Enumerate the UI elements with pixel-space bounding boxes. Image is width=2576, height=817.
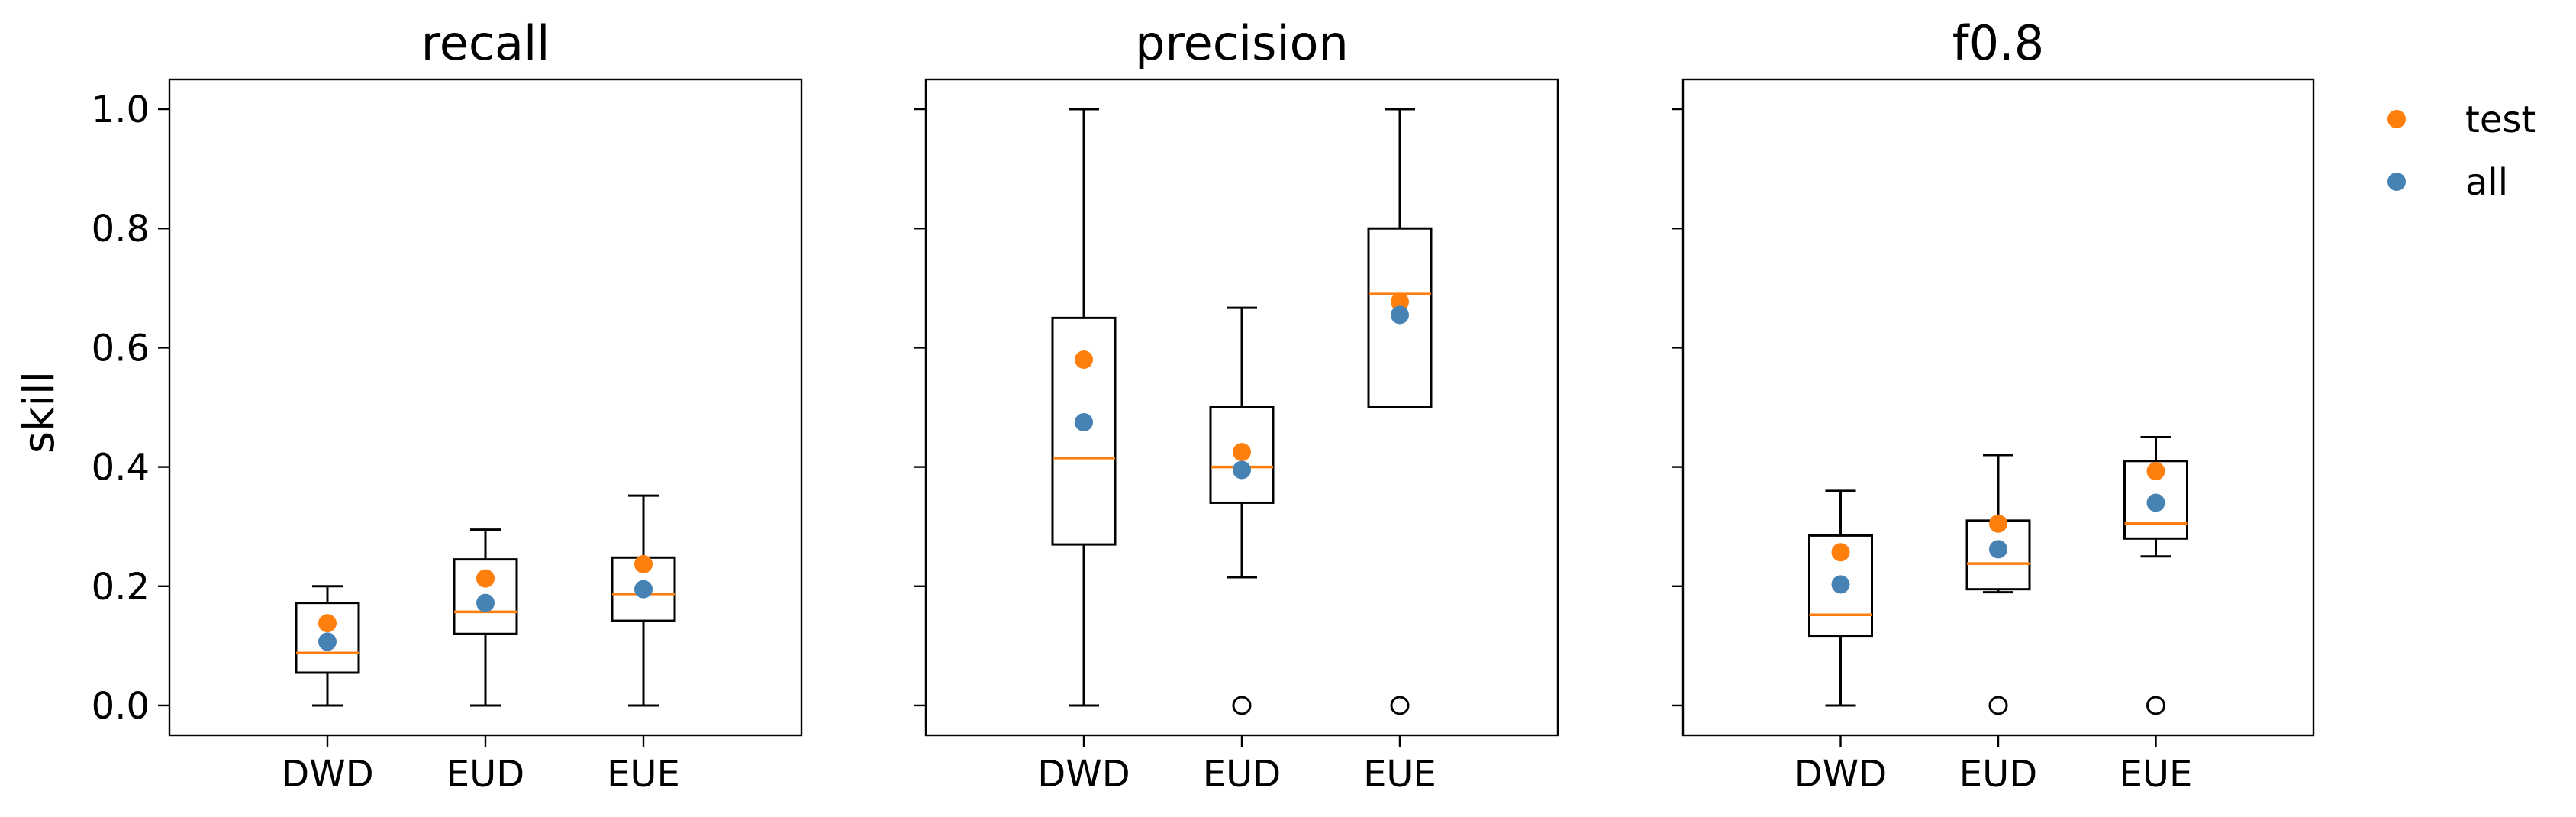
x-tick-label: DWD [1037, 753, 1130, 796]
panel-f0-8-title: f0.8 [1952, 15, 2044, 71]
panel-recall-test-point [476, 569, 495, 588]
x-tick-label: EUD [447, 753, 524, 796]
panel-recall-dwd-box [295, 602, 360, 674]
legend-all-marker [2387, 173, 2406, 191]
panel-f0-8-all-point [1831, 575, 1850, 594]
panel-f0-8-test-point [1989, 514, 2007, 533]
x-tick-label: EUE [2120, 753, 2193, 796]
panel-recall-all-point [476, 593, 495, 612]
panel-recall-eud-box [453, 558, 518, 635]
panel-recall-title: recall [421, 15, 550, 71]
legend-test-marker [2387, 110, 2406, 128]
panel-precision-test-point [1233, 443, 1251, 462]
panel-precision-all-point [1075, 413, 1093, 432]
x-tick-label: DWD [1794, 753, 1887, 796]
panel-precision-test-point [1075, 350, 1093, 370]
panel-precision-all-point [1391, 305, 1409, 325]
panel-precision-eud-box [1209, 406, 1275, 504]
panel-recall-all-point [634, 580, 653, 599]
y-tick-label: 0.2 [92, 566, 150, 609]
x-tick-label: EUD [1959, 753, 2037, 796]
y-tick-label: 0.8 [92, 208, 150, 250]
y-axis-label: skill [15, 371, 64, 454]
panel-recall-test-point [318, 614, 337, 633]
x-tick-label: EUE [607, 753, 680, 796]
panel-precision-eue-box [1367, 227, 1433, 408]
panel-f0-8-frame [1681, 78, 2315, 737]
panel-f0-8-eue-box [2123, 460, 2188, 540]
panel-precision-dwd-box [1051, 316, 1117, 546]
y-tick-label: 1.0 [92, 89, 150, 131]
panel-f0-8-eue-flier [2146, 696, 2165, 715]
panel-f0-8-eud-flier [1988, 696, 2008, 715]
x-tick-label: DWD [281, 753, 373, 796]
panel-f0-8-all-point [1989, 540, 2007, 559]
legend-all-label: all [2465, 161, 2508, 204]
panel-f0-8-test-point [1831, 543, 1850, 562]
panel-f0-8-test-point [2146, 462, 2165, 481]
x-tick-label: EUE [1363, 753, 1436, 796]
panel-recall-test-point [634, 554, 653, 573]
panel-precision-eue-flier [1390, 696, 1410, 715]
panel-f0-8-dwd-box [1808, 534, 1873, 638]
panel-f0-8-all-point [2146, 493, 2165, 512]
legend-test-label: test [2465, 98, 2536, 141]
panel-precision-test-point [1391, 292, 1409, 312]
y-tick-label: 0.6 [92, 327, 150, 370]
panel-recall-all-point [318, 632, 337, 651]
y-tick-label: 0.4 [92, 447, 150, 489]
panel-precision-title: precision [1135, 15, 1349, 71]
panel-precision-eud-flier [1232, 696, 1252, 715]
panel-precision-all-point [1233, 460, 1251, 480]
y-tick-label: 0.0 [92, 685, 150, 728]
x-tick-label: EUD [1203, 753, 1281, 796]
